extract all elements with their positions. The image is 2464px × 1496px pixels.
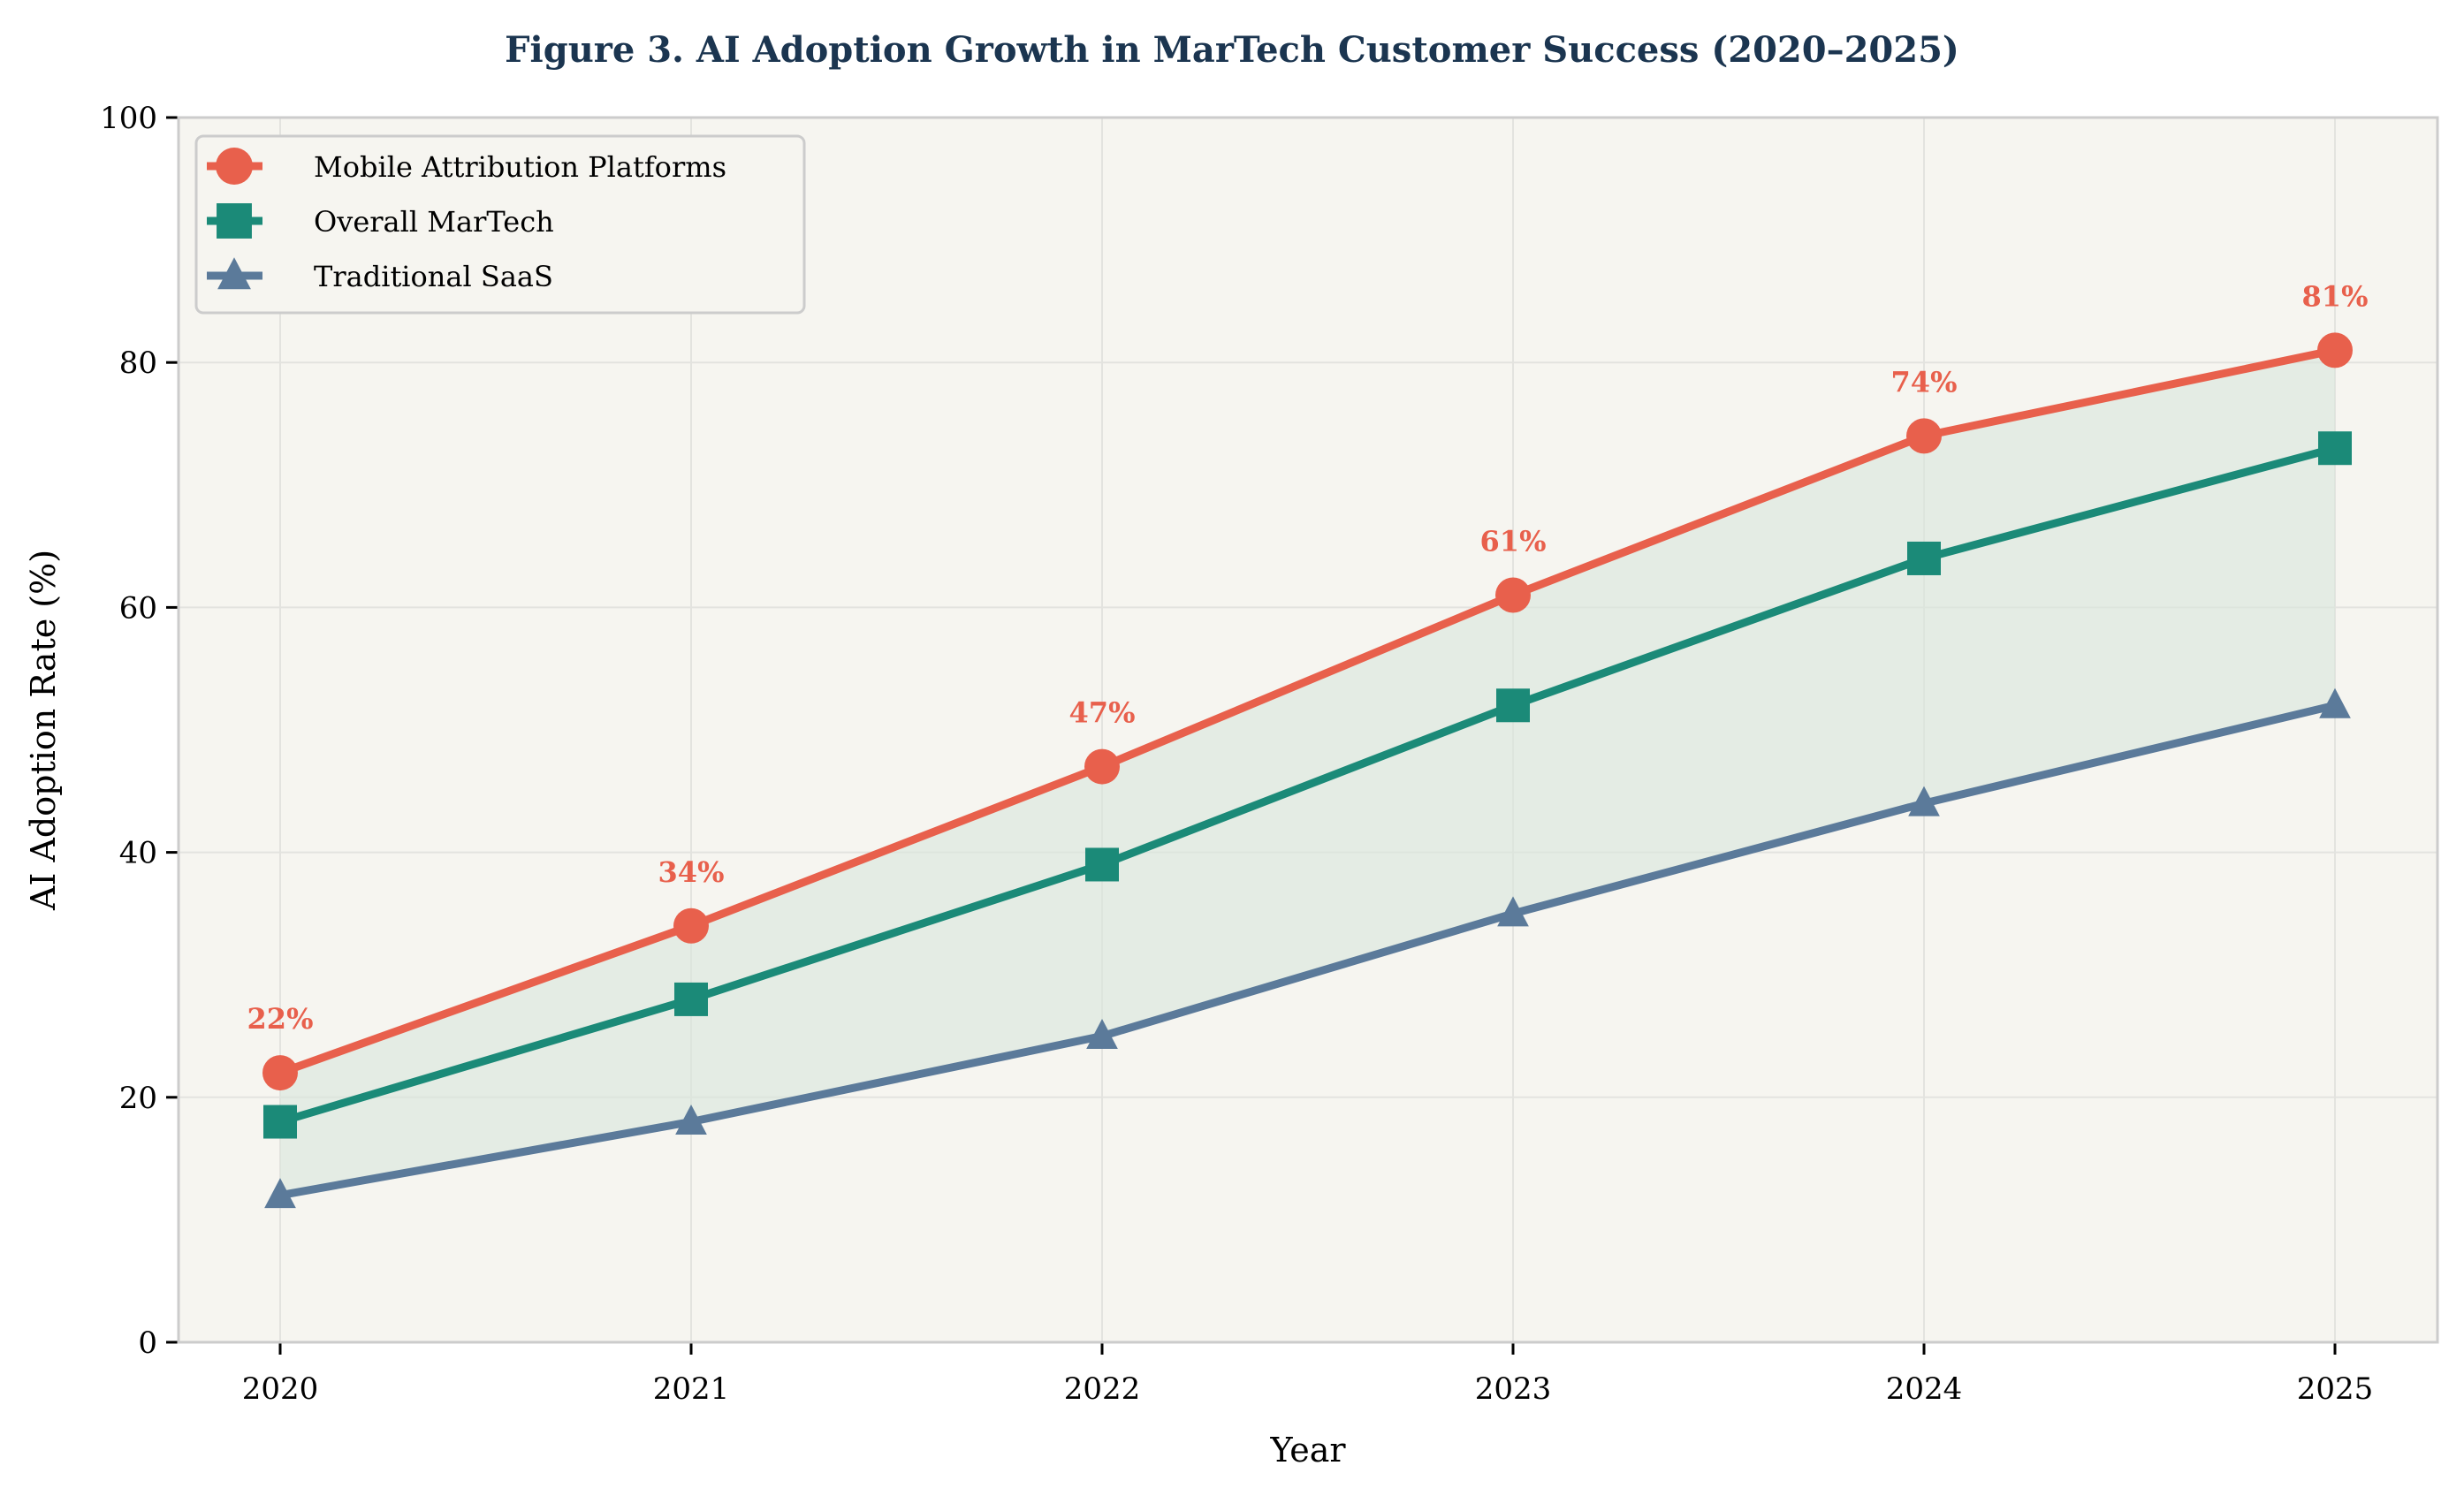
legend-label: Traditional SaaS <box>314 260 553 293</box>
y-tick-label: 80 <box>119 346 157 381</box>
series-overall-martech <box>263 431 2352 1139</box>
data-point <box>264 1178 296 1209</box>
series-line <box>278 444 2337 1126</box>
legend: Mobile Attribution Platforms Overall MarT… <box>194 134 806 315</box>
data-label: 47% <box>1069 696 1136 730</box>
data-point <box>1496 688 1530 723</box>
series-mobile-attribution-platforms <box>262 332 2353 1091</box>
data-point <box>1085 847 1119 882</box>
data-label: 81% <box>2302 279 2369 313</box>
data-label: 34% <box>658 855 725 889</box>
y-tick-label: 0 <box>138 1325 157 1361</box>
chart-title: Figure 3. AI Adoption Growth in MarTech … <box>505 29 1959 71</box>
data-label: 22% <box>247 1002 314 1036</box>
x-tick-label: 2025 <box>2297 1371 2374 1407</box>
y-tick-label: 60 <box>119 590 157 626</box>
data-point <box>2318 431 2352 466</box>
x-axis-label: Year <box>1269 1431 1346 1469</box>
y-axis-label: AI Adoption Rate (%) <box>24 550 63 911</box>
data-point <box>675 1104 707 1135</box>
data-label: 61% <box>1480 525 1547 558</box>
y-tick-label: 20 <box>119 1081 157 1116</box>
data-point <box>2317 332 2353 368</box>
data-point <box>674 982 708 1016</box>
y-tick-label: 100 <box>100 101 157 136</box>
x-tick-label: 2024 <box>1886 1371 1963 1407</box>
x-tick-label: 2023 <box>1475 1371 1552 1407</box>
data-point <box>1497 896 1529 927</box>
data-point <box>1908 786 1940 816</box>
plot-frame <box>177 116 2439 1344</box>
series-lines <box>262 332 2353 1209</box>
x-tick-label: 2020 <box>242 1371 319 1407</box>
series-line <box>278 346 2336 1077</box>
axes: 2020 2021 2022 2023 2024 2025 0 20 40 60 80 100 <box>100 101 2439 1407</box>
data-point <box>263 1105 297 1139</box>
series-line <box>279 701 2337 1200</box>
legend-box <box>194 134 806 315</box>
legend-label: Overall MarTech <box>314 205 554 239</box>
data-point <box>2319 687 2351 718</box>
x-tick-label: 2022 <box>1064 1371 1141 1407</box>
series-traditional-saas <box>264 687 2351 1209</box>
x-tick-label: 2021 <box>653 1371 730 1407</box>
data-point <box>1907 541 1941 575</box>
data-point <box>1086 1018 1118 1049</box>
legend-marker-triangle-icon <box>217 257 251 290</box>
data-point <box>1084 748 1120 785</box>
legend-marker-circle-icon <box>216 148 253 185</box>
data-point <box>262 1055 298 1091</box>
y-tick-label: 40 <box>119 836 157 871</box>
fill-between-area <box>280 350 2335 1196</box>
data-point <box>673 907 709 944</box>
legend-marker-square-icon <box>217 203 252 239</box>
data-label: 74% <box>1891 365 1958 399</box>
legend-label: Mobile Attribution Platforms <box>314 150 726 184</box>
data-point <box>1495 577 1531 613</box>
data-labels: 22% 34% 47% 61% 74% 81% <box>247 279 2369 1036</box>
fill-area <box>280 350 2335 1196</box>
data-point <box>1906 418 1942 454</box>
